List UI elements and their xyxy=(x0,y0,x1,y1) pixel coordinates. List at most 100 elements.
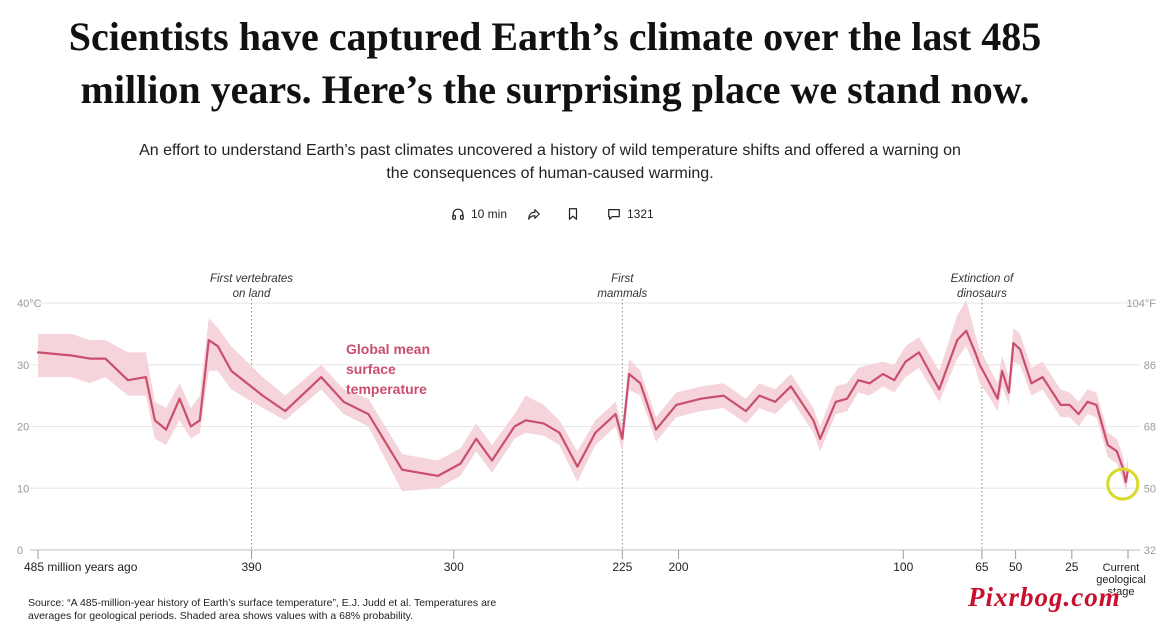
series-label-line: surface xyxy=(346,361,396,377)
data-point xyxy=(261,394,264,397)
headphones-icon xyxy=(452,208,464,220)
data-point xyxy=(594,431,597,434)
data-point xyxy=(401,468,403,471)
data-point xyxy=(1012,342,1015,344)
data-point xyxy=(1077,413,1080,415)
data-point xyxy=(639,382,642,385)
data-point xyxy=(628,373,630,375)
data-point xyxy=(1019,348,1021,351)
temperature-chart: 0 32 10 50 20 68 30 86 40°C 104°F 485 million year… xyxy=(17,273,1156,598)
y-tick-label-celsius: 0 xyxy=(17,545,23,557)
data-point xyxy=(284,410,287,412)
event-label-line: First xyxy=(611,273,634,285)
data-point xyxy=(722,394,725,397)
listen-button[interactable]: 10 min xyxy=(451,207,507,221)
data-point xyxy=(893,379,896,381)
data-point xyxy=(216,345,219,348)
data-point xyxy=(985,376,988,378)
comments-button[interactable]: 1321 xyxy=(607,207,654,221)
x-tick-label: 390 xyxy=(241,560,261,574)
x-tick-label: 485 million years ago xyxy=(24,560,138,574)
data-point xyxy=(882,373,884,375)
data-point xyxy=(1106,444,1109,446)
data-point xyxy=(70,354,73,357)
data-point xyxy=(1095,404,1098,406)
x-tick-label: 50 xyxy=(1009,560,1023,574)
data-point xyxy=(918,351,920,354)
x-tick-label: 65 xyxy=(975,560,989,574)
data-point xyxy=(965,329,967,332)
data-point xyxy=(88,357,91,360)
x-tick-label-line: geological xyxy=(1096,574,1146,586)
data-point xyxy=(367,413,370,415)
data-point xyxy=(655,428,657,431)
data-point xyxy=(857,379,860,381)
event-label-line: mammals xyxy=(597,288,647,300)
data-point xyxy=(1030,382,1033,385)
data-point xyxy=(513,425,516,428)
data-point xyxy=(758,394,761,397)
event-label: Extinction of dinosaurs xyxy=(951,273,1015,300)
data-point xyxy=(145,376,147,378)
data-point xyxy=(342,401,345,403)
headline: Scientists have captured Earth’s climate… xyxy=(20,10,1090,116)
data-point xyxy=(700,397,702,400)
share-arrow-icon xyxy=(528,209,540,220)
event-label-line: First vertebrates xyxy=(210,273,293,285)
x-tick-label: 25 xyxy=(1065,560,1079,574)
data-point xyxy=(524,419,527,422)
share-button[interactable] xyxy=(527,207,541,221)
y-tick-label-fahrenheit: 68 xyxy=(1144,422,1156,434)
data-point xyxy=(774,401,776,403)
x-tick-label-line: Current xyxy=(1103,562,1140,574)
data-point xyxy=(199,419,201,422)
y-tick-label-celsius: 20 xyxy=(17,422,29,434)
data-point xyxy=(1041,376,1044,378)
x-tick-label: 300 xyxy=(444,560,464,574)
headline-line-2: million years. Here’s the surprising pla… xyxy=(80,67,1030,112)
article-dek: An effort to understand Earth’s past cli… xyxy=(80,139,1020,185)
data-point xyxy=(1068,404,1071,406)
data-point xyxy=(576,465,579,468)
data-point xyxy=(37,351,39,354)
x-tick-label: Current geological stage xyxy=(1096,562,1146,598)
data-point xyxy=(1086,401,1089,403)
series-label-line: Global mean xyxy=(346,341,430,357)
data-point xyxy=(812,419,815,422)
y-tick-label-celsius: 40°C xyxy=(17,298,42,310)
data-point xyxy=(790,385,792,388)
x-tick-label: 200 xyxy=(668,560,688,574)
dek-line-2: the consequences of human-caused warming… xyxy=(386,165,714,182)
data-point xyxy=(846,397,848,400)
bookmark-icon xyxy=(568,208,578,220)
comment-bubble-icon xyxy=(608,209,620,220)
data-point xyxy=(868,382,871,385)
series-label: Global mean surface temperature xyxy=(346,341,430,397)
y-tick-label-fahrenheit: 32 xyxy=(1144,545,1156,557)
x-tick-label: 225 xyxy=(612,560,632,574)
data-point xyxy=(208,339,210,341)
event-label: First vertebrates on land xyxy=(210,273,293,300)
article-toolbar: 10 min 1321 xyxy=(0,207,1170,231)
y-tick-label-fahrenheit: 50 xyxy=(1144,483,1156,495)
save-button[interactable] xyxy=(566,207,580,221)
data-point xyxy=(127,379,129,381)
uncertainty-band xyxy=(38,299,1128,492)
data-point xyxy=(542,422,545,425)
watermark-logo: Pixrbog.com xyxy=(968,582,1121,612)
data-point xyxy=(956,339,958,341)
data-point xyxy=(1008,391,1010,394)
data-point xyxy=(475,438,478,440)
data-point xyxy=(491,459,493,462)
data-point xyxy=(1059,404,1062,406)
event-label-line: on land xyxy=(233,288,271,300)
data-point xyxy=(835,401,837,403)
data-point xyxy=(1121,465,1124,468)
data-point xyxy=(1124,481,1127,483)
data-point xyxy=(978,363,981,366)
event-label: First mammals xyxy=(597,273,647,300)
x-tick-label-line: stage xyxy=(1108,586,1135,598)
comment-count: 1321 xyxy=(627,207,654,221)
series-label-line: temperature xyxy=(346,381,427,397)
data-point xyxy=(1001,370,1003,372)
